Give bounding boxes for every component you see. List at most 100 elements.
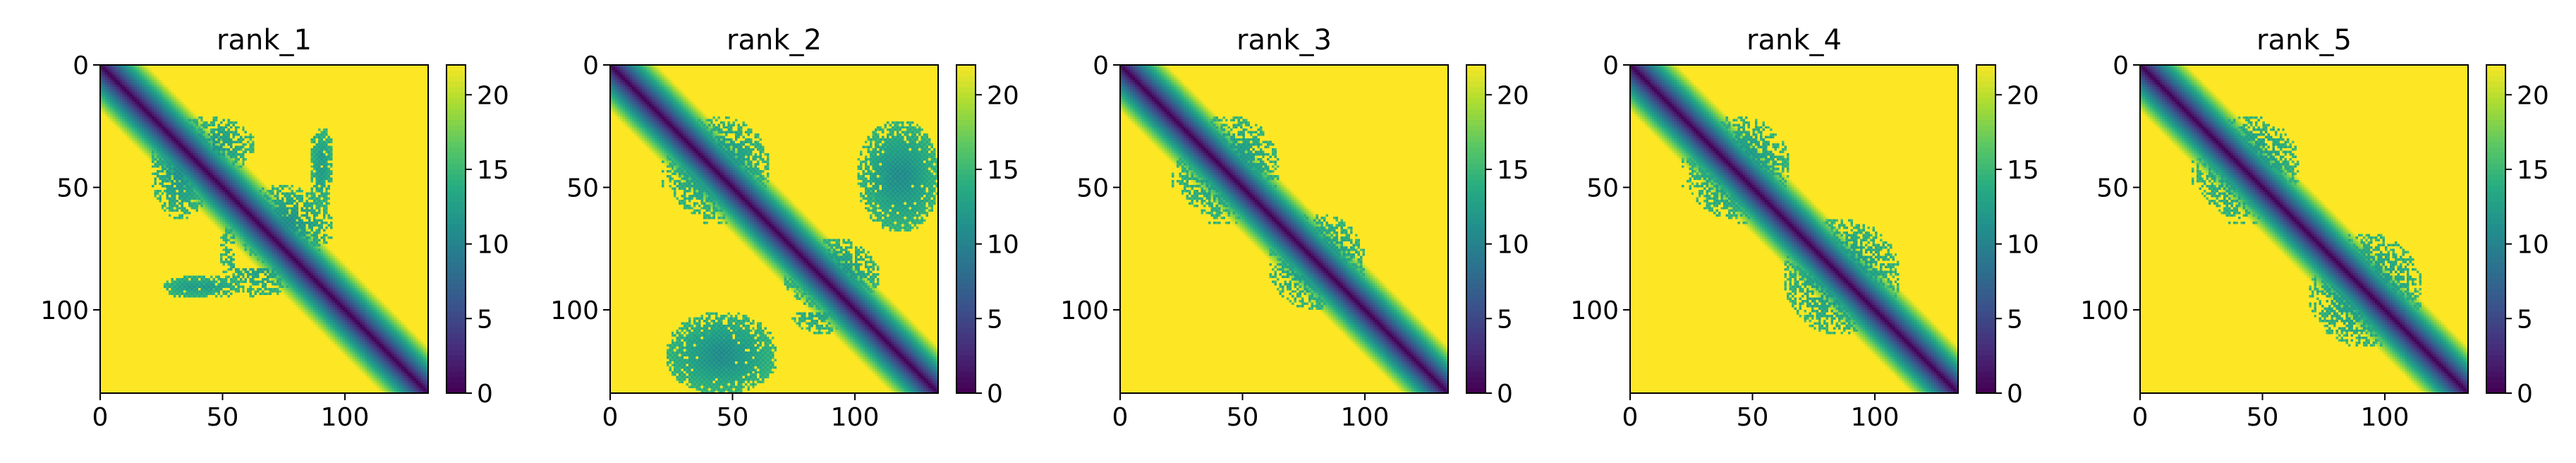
colorbar-segment <box>2486 218 2505 224</box>
colorbar-segment <box>1466 142 1486 148</box>
colorbar-segment <box>2486 174 2505 180</box>
colorbar-segment <box>446 109 466 114</box>
colorbar-segment <box>1466 125 1486 131</box>
colorbar-segment <box>956 383 976 388</box>
colorbar-segment <box>2486 246 2505 251</box>
colorbar-segment <box>446 383 466 388</box>
colorbar-segment <box>446 174 466 180</box>
colorbar-segment <box>2486 81 2505 87</box>
y-tick-label: 100 <box>2080 296 2129 325</box>
colorbar-segment <box>956 103 976 109</box>
colorbar-segment <box>1976 306 1995 311</box>
colorbar-segment <box>2486 251 2505 257</box>
colorbar-segment <box>1466 240 1486 246</box>
y-tick-label: 50 <box>56 174 89 203</box>
colorbar-segment <box>1976 349 1995 355</box>
colorbar-segment <box>1466 109 1486 114</box>
colorbar-segment <box>1466 284 1486 289</box>
colorbar-segment <box>2486 256 2505 262</box>
colorbar-segment <box>1976 278 1995 284</box>
colorbar-segment <box>2486 136 2505 142</box>
colorbar-segment <box>1466 366 1486 371</box>
colorbar-segment <box>446 240 466 246</box>
colorbar-segment <box>2486 120 2505 126</box>
colorbar-segment <box>956 81 976 87</box>
panel-title: rank_3 <box>1237 24 1332 56</box>
colorbar-segment <box>956 158 976 164</box>
colorbar-segment <box>1466 371 1486 377</box>
colorbar-segment <box>1976 229 1995 235</box>
colorbar-segment <box>2486 212 2505 218</box>
colorbar-segment <box>446 202 466 208</box>
colorbar-segment <box>2486 158 2505 164</box>
y-tick-label: 0 <box>583 52 599 80</box>
colorbar-segment <box>1466 377 1486 383</box>
colorbar-segment <box>446 246 466 251</box>
colorbar-segment <box>956 355 976 361</box>
colorbar-segment <box>446 289 466 295</box>
colorbar-segment <box>2486 344 2505 349</box>
colorbar-segment <box>2486 371 2505 377</box>
colorbar-segment <box>956 317 976 323</box>
colorbar-segment <box>446 317 466 323</box>
y-tick-label: 50 <box>2096 174 2129 203</box>
colorbar-tick-label: 10 <box>477 231 509 260</box>
colorbar-segment <box>956 92 976 98</box>
heatmap-image <box>610 65 938 393</box>
x-tick-label: 50 <box>207 403 239 432</box>
colorbar-segment <box>956 306 976 311</box>
colorbar-segment <box>446 208 466 213</box>
colorbar-segment <box>956 339 976 344</box>
colorbar-segment <box>2486 322 2505 327</box>
y-tick-label: 100 <box>1060 296 1109 325</box>
colorbar-segment <box>956 114 976 120</box>
colorbar-segment <box>2486 87 2505 92</box>
x-tick-label: 0 <box>602 403 619 432</box>
colorbar-segment <box>956 273 976 279</box>
colorbar-tick-label: 10 <box>987 231 1019 260</box>
colorbar-segment <box>2486 169 2505 174</box>
colorbar-segment <box>446 120 466 126</box>
colorbar-segment <box>1466 103 1486 109</box>
x-tick-label: 100 <box>1341 403 1390 432</box>
colorbar-segment <box>2486 361 2505 366</box>
x-tick-label: 100 <box>321 403 370 432</box>
colorbar-segment <box>1466 278 1486 284</box>
colorbar-segment <box>1976 186 1995 191</box>
colorbar-tick-label: 15 <box>2007 156 2039 185</box>
colorbar-segment <box>1466 218 1486 224</box>
colorbar-segment <box>1976 383 1995 388</box>
y-tick-label: 0 <box>73 52 89 80</box>
colorbar-segment <box>2486 262 2505 267</box>
colorbar-segment <box>2486 65 2505 71</box>
colorbar-segment <box>956 212 976 218</box>
colorbar-segment <box>446 339 466 344</box>
colorbar-segment <box>956 262 976 267</box>
colorbar-segment <box>1466 186 1486 191</box>
colorbar-segment <box>2486 76 2505 82</box>
colorbar-segment <box>956 366 976 371</box>
colorbar-segment <box>2486 377 2505 383</box>
colorbar-segment <box>956 377 976 383</box>
colorbar-segment <box>1976 98 1995 104</box>
colorbar-segment <box>2486 333 2505 339</box>
colorbar-tick-label: 20 <box>2007 81 2039 110</box>
colorbar-segment <box>956 87 976 92</box>
y-tick-label: 100 <box>550 296 599 325</box>
colorbar-segment <box>1976 120 1995 126</box>
x-tick-label: 50 <box>1737 403 1769 432</box>
y-tick-label: 0 <box>1603 52 1619 80</box>
colorbar-segment <box>1976 208 1995 213</box>
colorbar-segment <box>2486 152 2505 158</box>
colorbar-segment <box>956 164 976 169</box>
colorbar-segment <box>2486 289 2505 295</box>
colorbar-segment <box>1976 284 1995 289</box>
colorbar-segment <box>956 147 976 152</box>
colorbar-segment <box>1466 224 1486 229</box>
colorbar-segment <box>446 218 466 224</box>
colorbar-segment <box>956 251 976 257</box>
colorbar-segment <box>1466 355 1486 361</box>
y-tick-label: 0 <box>2113 52 2129 80</box>
colorbar-segment <box>2486 229 2505 235</box>
